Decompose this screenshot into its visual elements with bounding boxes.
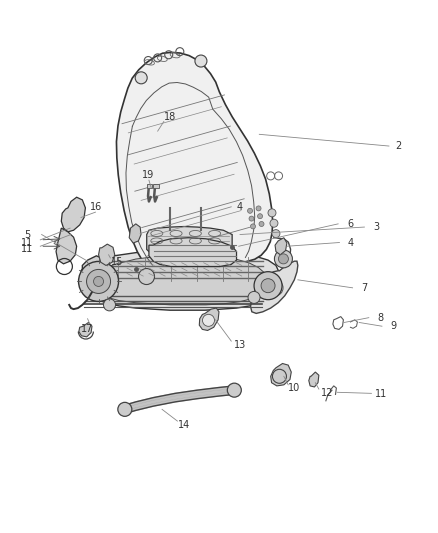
Polygon shape (82, 256, 106, 282)
Circle shape (78, 261, 119, 302)
Text: 12: 12 (321, 389, 334, 398)
Polygon shape (149, 238, 237, 266)
Text: 4: 4 (237, 202, 243, 212)
Text: 11: 11 (375, 390, 387, 399)
Circle shape (268, 209, 276, 217)
Polygon shape (81, 249, 279, 310)
Polygon shape (271, 364, 291, 386)
Text: 6: 6 (347, 219, 353, 229)
Circle shape (138, 269, 155, 285)
Circle shape (195, 55, 207, 67)
Circle shape (87, 269, 110, 294)
Text: 7: 7 (361, 283, 367, 293)
Text: 10: 10 (288, 383, 300, 393)
Text: 5: 5 (24, 230, 30, 239)
Circle shape (275, 250, 293, 268)
Polygon shape (129, 224, 141, 243)
Text: 8: 8 (377, 313, 383, 322)
Polygon shape (117, 52, 273, 279)
Circle shape (256, 206, 261, 211)
Circle shape (261, 279, 275, 293)
Circle shape (272, 230, 280, 238)
Polygon shape (275, 238, 287, 255)
Polygon shape (56, 228, 77, 264)
Text: 11: 11 (21, 245, 33, 254)
Circle shape (279, 254, 288, 264)
Circle shape (258, 214, 262, 219)
Circle shape (249, 216, 254, 221)
Circle shape (251, 224, 255, 229)
Polygon shape (147, 227, 232, 256)
Circle shape (254, 272, 282, 300)
Polygon shape (99, 244, 115, 265)
Circle shape (247, 208, 253, 213)
Circle shape (270, 219, 278, 227)
Polygon shape (309, 372, 319, 387)
Circle shape (135, 72, 147, 84)
Circle shape (202, 314, 215, 326)
Text: 15: 15 (111, 257, 124, 267)
Text: 2: 2 (396, 141, 402, 151)
Text: 19: 19 (142, 170, 154, 180)
Text: 16: 16 (90, 202, 102, 212)
Text: 3: 3 (374, 222, 380, 232)
Polygon shape (251, 261, 298, 313)
Text: 13: 13 (234, 341, 246, 350)
Polygon shape (258, 274, 272, 297)
Polygon shape (153, 184, 159, 188)
Circle shape (103, 299, 116, 311)
Text: 11: 11 (21, 238, 33, 247)
Circle shape (267, 280, 283, 296)
Text: 4: 4 (347, 238, 353, 247)
Circle shape (118, 402, 132, 416)
Circle shape (94, 277, 103, 286)
Text: 14: 14 (178, 421, 190, 430)
Circle shape (259, 222, 264, 227)
Polygon shape (199, 308, 219, 330)
Text: 9: 9 (390, 321, 396, 331)
Circle shape (227, 383, 241, 397)
Text: 18: 18 (164, 112, 176, 122)
Polygon shape (61, 197, 85, 232)
Polygon shape (173, 253, 195, 262)
Circle shape (248, 292, 260, 303)
Polygon shape (147, 184, 152, 188)
Polygon shape (90, 255, 267, 305)
Polygon shape (79, 322, 92, 337)
Text: 17: 17 (81, 325, 94, 334)
